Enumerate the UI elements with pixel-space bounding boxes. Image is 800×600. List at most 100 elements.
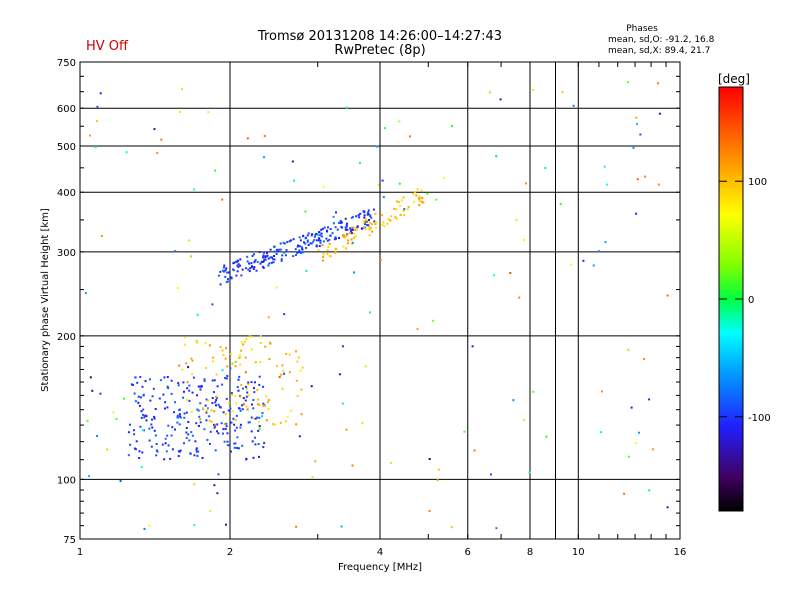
data-point xyxy=(133,392,136,395)
data-point xyxy=(199,385,202,388)
data-point xyxy=(225,377,228,380)
data-point xyxy=(167,424,170,427)
data-point xyxy=(372,208,375,211)
data-point xyxy=(306,240,309,243)
data-point xyxy=(375,221,378,224)
data-point xyxy=(99,92,102,95)
data-point xyxy=(303,241,305,244)
data-point xyxy=(227,280,229,283)
data-point xyxy=(176,414,179,417)
data-point xyxy=(238,375,241,378)
data-point xyxy=(256,389,259,392)
data-point xyxy=(176,421,179,424)
data-point xyxy=(247,421,250,424)
data-point xyxy=(450,526,453,529)
data-point xyxy=(138,404,141,407)
data-point xyxy=(197,385,200,388)
data-point xyxy=(265,419,268,422)
data-point xyxy=(363,216,366,219)
data-point xyxy=(283,313,286,316)
data-point xyxy=(334,236,337,239)
data-point xyxy=(394,216,397,219)
data-point xyxy=(342,235,345,238)
data-point xyxy=(193,454,196,457)
data-point xyxy=(623,492,626,495)
data-point xyxy=(399,214,402,216)
data-point xyxy=(334,247,337,250)
data-point xyxy=(227,409,230,412)
data-point xyxy=(367,209,370,212)
data-point xyxy=(630,406,633,409)
data-point xyxy=(214,423,217,426)
data-point xyxy=(252,253,255,256)
data-point xyxy=(214,169,216,172)
data-point xyxy=(237,389,240,392)
data-point xyxy=(402,196,405,199)
data-point xyxy=(346,228,349,231)
x-tick-labels: 1 2 4 6 8 10 16 xyxy=(77,547,687,558)
data-point xyxy=(380,258,382,261)
data-point xyxy=(657,82,659,85)
data-point xyxy=(348,232,351,234)
data-point xyxy=(205,398,208,401)
data-point xyxy=(420,189,423,192)
data-point xyxy=(523,419,526,421)
data-point xyxy=(426,192,429,195)
data-point xyxy=(299,239,302,242)
data-point xyxy=(173,411,175,414)
data-point xyxy=(221,369,224,372)
data-point xyxy=(241,444,244,447)
data-point xyxy=(272,423,275,426)
data-point xyxy=(261,415,264,418)
data-point xyxy=(178,364,181,367)
data-point xyxy=(207,407,209,410)
data-point xyxy=(322,255,325,258)
data-point xyxy=(94,146,97,148)
data-point xyxy=(165,450,168,453)
data-point xyxy=(160,138,163,141)
data-point xyxy=(267,316,270,319)
data-point xyxy=(518,296,521,299)
data-point xyxy=(239,423,242,426)
data-point xyxy=(295,379,298,382)
data-point xyxy=(171,448,174,451)
data-point xyxy=(436,479,439,482)
grid-lines xyxy=(80,62,680,539)
data-point xyxy=(217,403,220,406)
data-point xyxy=(290,239,293,242)
data-point xyxy=(254,417,257,420)
data-point xyxy=(340,525,343,528)
data-point xyxy=(149,399,152,402)
data-point xyxy=(193,483,196,486)
data-point xyxy=(238,407,240,410)
data-point xyxy=(155,454,158,457)
data-point xyxy=(318,231,321,234)
colorbar-tick-label: 0 xyxy=(748,295,754,306)
data-point xyxy=(237,266,240,269)
y-tick-label: 750 xyxy=(57,58,76,69)
data-point xyxy=(149,378,151,381)
data-point xyxy=(208,419,211,422)
data-point xyxy=(451,125,454,128)
data-point xyxy=(244,371,247,374)
data-point xyxy=(106,448,109,451)
data-point xyxy=(428,510,431,512)
x-tick-label: 2 xyxy=(227,547,233,558)
data-point xyxy=(159,379,162,382)
data-point xyxy=(216,385,219,388)
data-point xyxy=(349,227,352,230)
data-point xyxy=(329,228,332,230)
data-point xyxy=(362,210,365,213)
data-point xyxy=(495,527,498,530)
data-point xyxy=(182,381,185,384)
data-point xyxy=(313,238,316,241)
data-point xyxy=(163,407,166,410)
data-point xyxy=(258,403,261,406)
data-point xyxy=(369,311,371,314)
data-point xyxy=(205,410,208,413)
data-point xyxy=(282,370,285,373)
data-point xyxy=(220,422,223,425)
data-point xyxy=(302,234,305,237)
data-point xyxy=(222,428,225,431)
data-point xyxy=(178,450,181,453)
